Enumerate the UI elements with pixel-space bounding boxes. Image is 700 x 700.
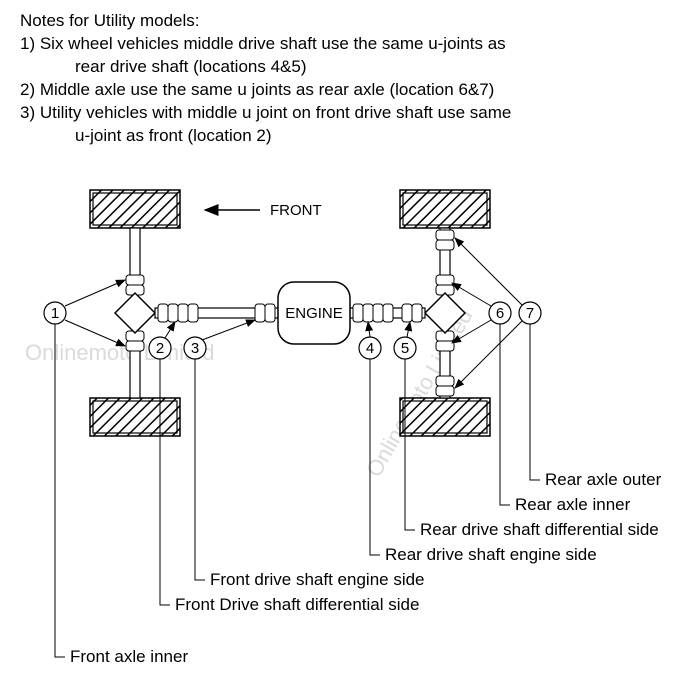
svg-text:3: 3 — [191, 340, 199, 357]
callout-1: 1 — [44, 280, 125, 346]
svg-text:5: 5 — [401, 340, 409, 357]
note-2: 2) Middle axle use the same u joints as … — [20, 79, 680, 102]
front-differential — [115, 293, 155, 333]
callout-4: 4 — [359, 322, 381, 359]
wheel-front-left — [90, 190, 180, 228]
svg-text:7: 7 — [526, 305, 534, 322]
label-5: Rear drive shaft differential side — [420, 520, 659, 539]
label-6: Rear axle inner — [515, 495, 631, 514]
note-3b: u-joint as front (location 2) — [20, 125, 680, 148]
wheel-rear-left — [400, 190, 490, 228]
callout-2: 2 — [149, 322, 175, 359]
svg-text:1: 1 — [51, 305, 59, 322]
wheel-front-right — [90, 398, 180, 436]
svg-text:6: 6 — [496, 305, 504, 322]
drivetrain-diagram: FRONT ENGINE 1 2 3 4 5 — [30, 170, 670, 690]
note-1b: rear drive shaft (locations 4&5) — [20, 56, 680, 79]
svg-text:2: 2 — [156, 340, 164, 357]
notes-title: Notes for Utility models: — [20, 10, 680, 33]
label-2: Front Drive shaft differential side — [175, 595, 419, 614]
wheel-rear-right — [400, 398, 490, 436]
label-7: Rear axle outer — [545, 470, 662, 489]
front-label: FRONT — [270, 202, 322, 219]
engine-label: ENGINE — [285, 305, 343, 322]
rear-differential — [425, 293, 465, 333]
svg-text:4: 4 — [366, 340, 374, 357]
callout-5: 5 — [394, 322, 416, 359]
note-3: 3) Utility vehicles with middle u joint … — [20, 102, 680, 125]
label-4: Rear drive shaft engine side — [385, 545, 597, 564]
note-1: 1) Six wheel vehicles middle drive shaft… — [20, 33, 680, 56]
callout-3: 3 — [184, 320, 255, 359]
label-3: Front drive shaft engine side — [210, 570, 425, 589]
label-1: Front axle inner — [70, 647, 188, 666]
